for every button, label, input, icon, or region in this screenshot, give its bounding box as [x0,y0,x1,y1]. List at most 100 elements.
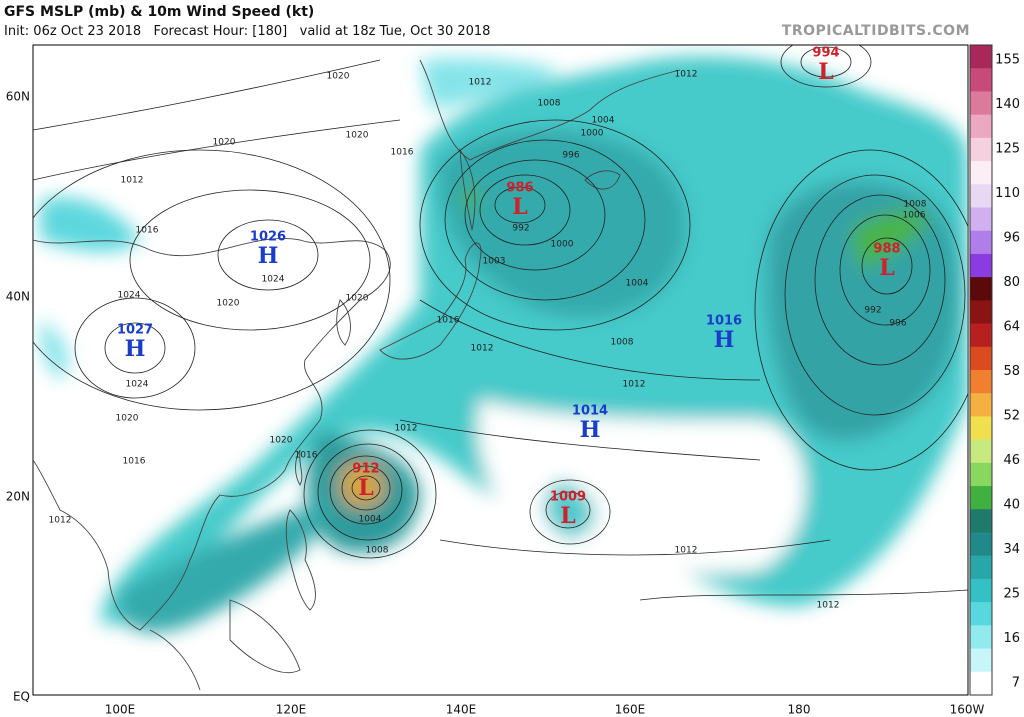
coastlines [33,59,681,691]
system-pressure: 988 [873,242,900,257]
colorbar-band [970,68,992,92]
colorbar-label: 52 [1003,409,1020,424]
isobar-label: 1020 [270,436,293,446]
colorbar-band [970,45,992,69]
wind-field [33,45,968,691]
lon-label: 160W [950,703,985,717]
colorbar-band [970,416,992,441]
colorbar-label: 16 [1003,631,1020,646]
colorbar-band [970,393,992,417]
system-symbol: H [125,336,146,362]
colorbar-band [970,184,992,208]
colorbar-band [970,462,992,487]
isobar-label: 1016 [295,451,318,461]
system-symbol: L [879,255,894,281]
colorbar-label: 110 [995,186,1020,201]
system-pressure: 912 [352,462,379,477]
isobar-label: 1016 [437,316,460,326]
isobar-label: 1024 [126,380,149,390]
isobar-label: 1020 [346,294,369,304]
colorbar-band [970,532,992,557]
colorbar-label: 7 [1012,676,1020,691]
isobar-label: 1016 [136,226,159,236]
colorbar-label: 58 [1003,364,1020,379]
colorbar-band [970,253,992,278]
source: TROPICALTIDBITS.COM [781,23,970,39]
lon-label: 180 [788,703,811,717]
colorbar-band [970,509,992,533]
colorbar-band [970,346,992,371]
isobar-label: 1012 [817,601,840,611]
isobar-label: 1020 [217,299,240,309]
colorbar-frame [969,44,993,696]
isobar-label: 1012 [623,380,646,390]
isobar-label: 1008 [366,546,389,556]
colorbar-label: 96 [1003,231,1020,246]
colorbar-band [970,555,992,580]
isobar-label: 1012 [471,344,494,354]
colorbar: 155 140 125 110 96 80 64 58 52 46 40 34 25 16 7 [969,44,1020,696]
system-symbol: H [580,417,601,443]
lat-label: EQ [13,690,30,704]
isobar-label: 1020 [327,72,350,82]
system-symbol: L [358,475,373,501]
isobar-label: 1012 [395,424,418,434]
isobar-label: 1012 [49,516,72,526]
colorbar-label: 140 [995,97,1020,112]
colorbar-band [970,114,992,139]
colorbar-band [970,207,992,232]
lat-label: 20N [6,490,30,504]
system-pressure: 1014 [572,404,608,419]
colorbar-label: 46 [1003,453,1020,468]
system-symbol: H [258,243,279,269]
colorbar-band [970,230,992,255]
isobar-label: 1020 [213,138,236,148]
isobar-label: 1020 [346,131,369,141]
isobar-label: 1012 [675,546,698,556]
isobars [33,45,968,601]
colorbar-band [970,370,992,394]
colorbar-band [970,323,992,348]
system-pressure: 1027 [117,323,153,338]
isobar-label: 1016 [123,457,146,467]
isobar-label: 1008 [538,99,561,109]
isobar-label: 1004 [592,116,615,126]
colorbar-band [970,439,992,464]
colorbar-label: 64 [1003,320,1020,335]
isobar-label: 1008 [611,338,634,348]
colorbar-band [970,648,992,673]
colorbar-label: 155 [995,53,1020,68]
system-pressure: 1016 [706,314,742,329]
colorbar-band [970,161,992,185]
isobar-label: 1000 [581,129,604,139]
isobar-label: 996 [889,319,906,329]
isobar-label: 1012 [469,78,492,88]
isobar-label: 992 [864,306,881,316]
isobar-label: 1003 [483,257,506,267]
colorbar-label: 34 [1003,542,1020,557]
lat-label: 40N [6,290,30,304]
isobar-label: 1020 [116,414,139,424]
isobar-label: 1012 [121,176,144,186]
lon-label: 140E [446,703,477,717]
system-symbol: L [560,503,575,529]
colorbar-label: 40 [1003,498,1020,513]
isobar-label: 996 [562,151,579,161]
isobar-label: 1004 [359,515,382,525]
system-pressure: 1009 [550,490,586,505]
colorbar-band [970,91,992,116]
colorbar-band [970,602,992,626]
colorbar-label: 25 [1003,587,1020,602]
isobar-label: 1008 [904,200,927,210]
subtitle: Init: 06z Oct 23 2018 Forecast Hour: [18… [4,24,491,39]
system-pressure: 1026 [250,230,286,245]
isobar-label: 992 [512,224,529,234]
lon-label: 160E [615,703,646,717]
system-symbol: H [714,327,735,353]
isobar-label: 1012 [675,70,698,80]
colorbar-band [970,486,992,510]
lat-label: 60N [6,90,30,104]
system-symbol: L [818,59,833,85]
